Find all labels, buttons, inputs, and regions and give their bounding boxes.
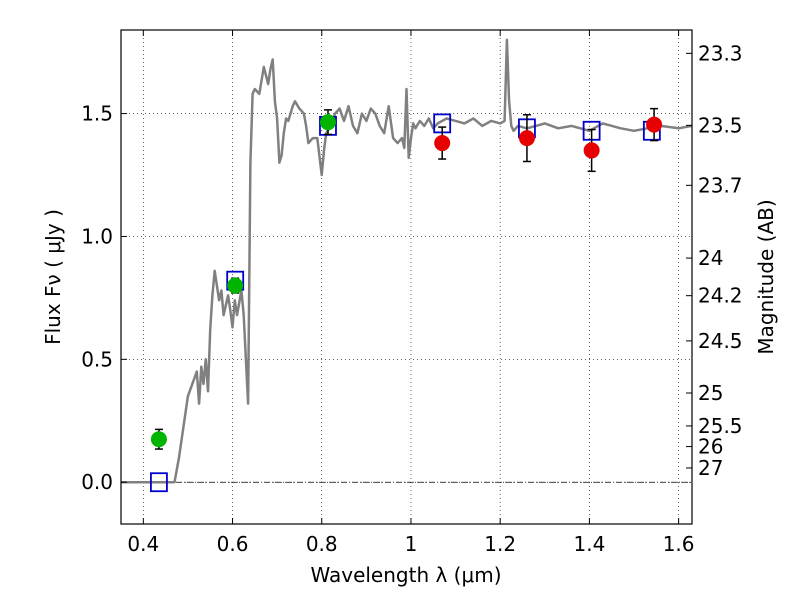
right-tick-label: 24 <box>698 246 723 270</box>
x-tick-label: 0.4 <box>127 532 159 556</box>
observed-nir-point <box>434 135 451 152</box>
observed-optical-point <box>227 277 244 294</box>
tick-layer: 0.4 0.6 0.8 1 1.2 1.4 1.6 0.0 0.5 1.0 1.5 23.3 23.5 2… <box>81 30 743 556</box>
observed-optical-point <box>319 114 336 131</box>
right-tick-label: 24.5 <box>698 329 743 353</box>
right-tick-label: 25 <box>698 381 723 405</box>
x-tick-label: 1.6 <box>663 532 695 556</box>
y-tick-label: 0.0 <box>81 470 113 494</box>
x-tick-label: 0.6 <box>217 532 249 556</box>
x-tick-label: 0.8 <box>306 532 338 556</box>
observed-nir-point <box>518 130 535 147</box>
right-tick-label: 23.5 <box>698 113 743 137</box>
plot-frame <box>120 29 693 525</box>
y-axis-label: Flux Fν ( μJy ) <box>41 209 65 345</box>
x-tick-label: 1.2 <box>484 532 516 556</box>
x-tick-label: 1.4 <box>573 532 605 556</box>
y-tick-label: 1.5 <box>81 102 113 126</box>
y-tick-label: 1.0 <box>81 224 113 248</box>
right-tick-label: 26 <box>698 435 723 459</box>
observed-nir-point <box>646 116 663 133</box>
right-tick-label: 27 <box>698 456 723 480</box>
y-tick-label: 0.5 <box>81 347 113 371</box>
right-tick-label: 25.5 <box>698 414 743 438</box>
x-axis-label: Wavelength λ (μm) <box>310 563 501 587</box>
right-tick-label: 23.7 <box>698 173 743 197</box>
series-layer <box>121 38 692 493</box>
right-tick-label: 23.3 <box>698 41 743 65</box>
right-tick-label: 24.2 <box>698 284 743 308</box>
x-tick-label: 1 <box>405 532 418 556</box>
right-axis-label: Magnitude (AB) <box>754 199 778 354</box>
observed-optical-point <box>150 431 167 448</box>
observed-nir-point <box>583 142 600 159</box>
model-photometry-square <box>150 472 168 493</box>
